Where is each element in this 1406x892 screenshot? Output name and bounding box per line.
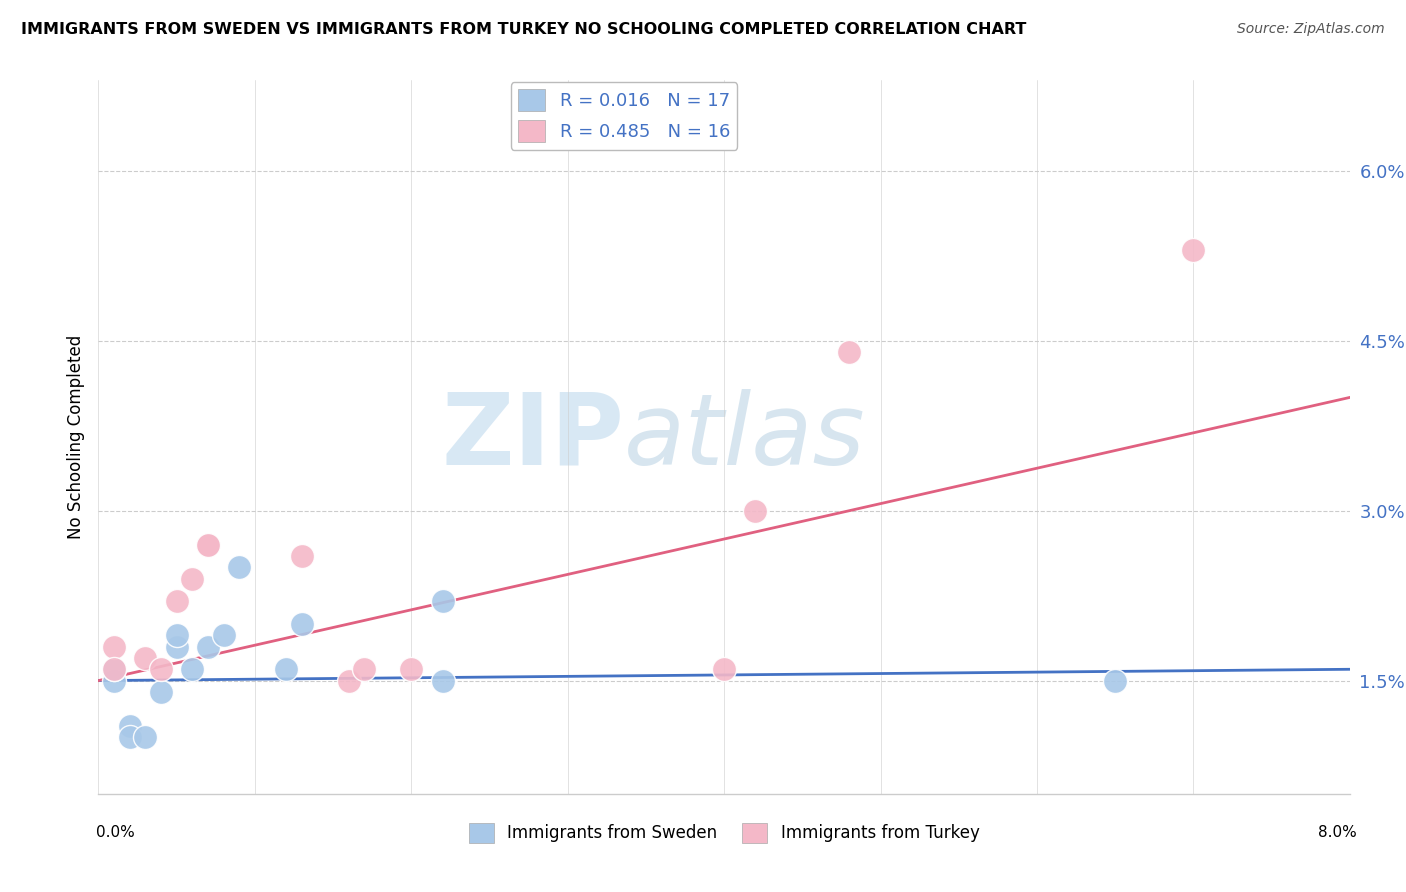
- Point: [150, 685, 173, 699]
- Text: Source: ZipAtlas.com: Source: ZipAtlas.com: [1237, 22, 1385, 37]
- Point: [1104, 673, 1126, 688]
- Point: [291, 617, 314, 632]
- Point: [118, 731, 141, 745]
- Point: [103, 662, 125, 676]
- Point: [1182, 243, 1205, 257]
- Point: [432, 673, 454, 688]
- Point: [401, 662, 423, 676]
- Point: [150, 662, 173, 676]
- Point: [166, 628, 188, 642]
- Text: 0.0%: 0.0%: [96, 825, 135, 839]
- Point: [838, 345, 860, 359]
- Text: atlas: atlas: [624, 389, 866, 485]
- Text: 8.0%: 8.0%: [1317, 825, 1357, 839]
- Point: [713, 662, 735, 676]
- Y-axis label: No Schooling Completed: No Schooling Completed: [66, 335, 84, 539]
- Point: [744, 504, 766, 518]
- Point: [291, 549, 314, 563]
- Point: [432, 594, 454, 608]
- Point: [181, 572, 204, 586]
- Point: [274, 662, 298, 676]
- Point: [166, 594, 188, 608]
- Point: [134, 731, 156, 745]
- Legend: Immigrants from Sweden, Immigrants from Turkey: Immigrants from Sweden, Immigrants from …: [463, 816, 986, 850]
- Text: ZIP: ZIP: [441, 389, 624, 485]
- Point: [212, 628, 235, 642]
- Point: [118, 719, 141, 733]
- Point: [134, 651, 156, 665]
- Point: [103, 673, 125, 688]
- Text: IMMIGRANTS FROM SWEDEN VS IMMIGRANTS FROM TURKEY NO SCHOOLING COMPLETED CORRELAT: IMMIGRANTS FROM SWEDEN VS IMMIGRANTS FRO…: [21, 22, 1026, 37]
- Point: [103, 662, 125, 676]
- Point: [228, 560, 250, 574]
- Point: [197, 538, 219, 552]
- Point: [353, 662, 375, 676]
- Point: [337, 673, 360, 688]
- Point: [197, 640, 219, 654]
- Point: [103, 640, 125, 654]
- Point: [166, 640, 188, 654]
- Point: [197, 538, 219, 552]
- Point: [181, 662, 204, 676]
